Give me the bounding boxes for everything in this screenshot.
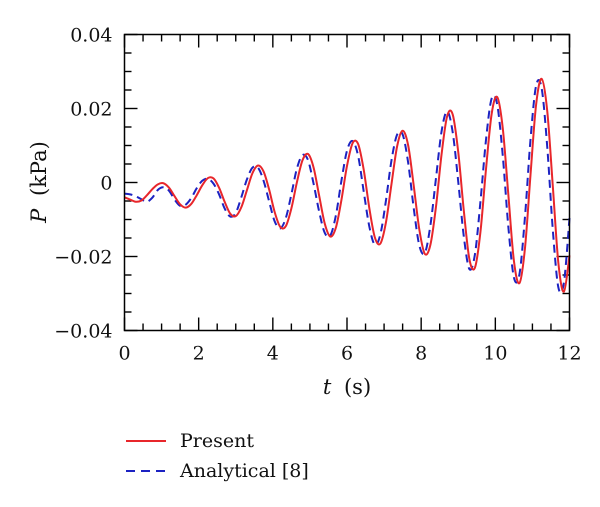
y-axis-unit: (kPa) <box>27 141 51 196</box>
x-tick-label: 0 <box>118 343 130 365</box>
x-axis-unit: (s) <box>344 375 371 399</box>
y-tick-label: −0.04 <box>54 321 112 343</box>
x-tick-label: 4 <box>267 343 279 365</box>
legend-label-analytical: Analytical [8] <box>179 460 309 482</box>
y-tick-label: −0.02 <box>54 247 112 269</box>
x-tick-label: 2 <box>193 343 205 365</box>
tick-labels: 0 2 4 6 8 10 12 −0.04 −0.02 0 0.02 0.04 <box>54 25 581 365</box>
series-line-analytical <box>124 79 571 294</box>
plot-series <box>124 77 571 294</box>
y-tick-label: 0.02 <box>70 99 112 121</box>
axis-ticks <box>123 33 571 332</box>
legend-label-present: Present <box>180 430 254 452</box>
y-tick-label: 0 <box>100 173 112 195</box>
series-line-present <box>124 77 571 293</box>
x-tick-label: 12 <box>557 343 581 365</box>
x-tick-label: 8 <box>415 343 427 365</box>
x-axis-var: t <box>323 375 332 399</box>
y-axis-var: P <box>27 208 51 224</box>
plot-frame <box>123 33 571 332</box>
x-axis-label: t (s) <box>323 375 371 399</box>
x-tick-label: 6 <box>341 343 353 365</box>
y-tick-label: 0.04 <box>70 25 112 47</box>
y-axis-label: P (kPa) <box>27 141 51 224</box>
x-tick-label: 10 <box>483 343 507 365</box>
legend: Present Analytical [8] <box>126 430 309 482</box>
